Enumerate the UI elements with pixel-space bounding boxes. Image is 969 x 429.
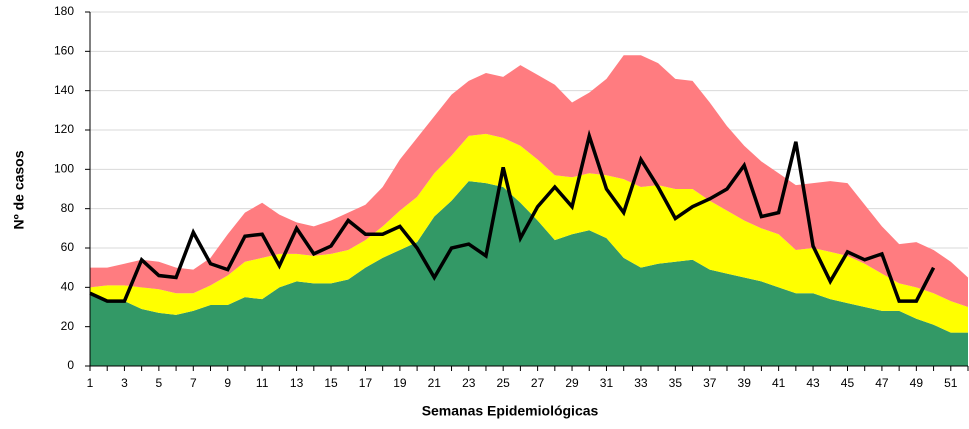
y-tick-label: 160 xyxy=(54,44,74,58)
x-tick-label: 15 xyxy=(324,376,338,390)
x-tick-label: 35 xyxy=(669,376,683,390)
x-tick-label: 1 xyxy=(87,376,94,390)
y-tick-label: 180 xyxy=(54,4,74,18)
x-tick-label: 47 xyxy=(875,376,889,390)
x-tick-label: 25 xyxy=(496,376,510,390)
y-tick-label: 100 xyxy=(54,162,74,176)
x-tick-label: 37 xyxy=(703,376,717,390)
y-tick-label: 20 xyxy=(61,319,75,333)
y-tick-label: 140 xyxy=(54,83,74,97)
x-tick-label: 17 xyxy=(359,376,373,390)
x-tick-label: 41 xyxy=(772,376,786,390)
line xyxy=(89,129,936,303)
y-tick-label: 80 xyxy=(61,201,75,215)
x-tick-label: 27 xyxy=(531,376,545,390)
area xyxy=(90,133,968,333)
x-tick-label: 9 xyxy=(224,376,231,390)
x-tick-label: 23 xyxy=(462,376,476,390)
x-tick-label: 31 xyxy=(600,376,614,390)
y-axis-title: Nº de casos xyxy=(11,150,27,229)
y-tick-label: 0 xyxy=(67,358,74,372)
x-tick-label: 45 xyxy=(841,376,855,390)
x-tick-label: 3 xyxy=(121,376,128,390)
area xyxy=(90,181,968,366)
x-tick-label: 49 xyxy=(910,376,924,390)
area xyxy=(90,55,968,308)
y-tick-label: 120 xyxy=(54,122,74,136)
x-tick-label: 11 xyxy=(256,376,269,390)
x-tick-label: 39 xyxy=(738,376,752,390)
x-axis-title: Semanas Epidemiológicas xyxy=(422,403,599,419)
x-tick-label: 7 xyxy=(190,376,197,390)
x-tick-label: 51 xyxy=(944,376,958,390)
y-tick-label: 40 xyxy=(61,280,75,294)
x-tick-label: 43 xyxy=(806,376,820,390)
x-tick-label: 21 xyxy=(428,376,442,390)
x-tick-label: 19 xyxy=(393,376,407,390)
x-tick-label: 33 xyxy=(634,376,648,390)
x-tick-label: 5 xyxy=(156,376,163,390)
x-tick-label: 13 xyxy=(290,376,304,390)
y-tick-label: 60 xyxy=(61,240,75,254)
x-tick-label: 29 xyxy=(565,376,579,390)
